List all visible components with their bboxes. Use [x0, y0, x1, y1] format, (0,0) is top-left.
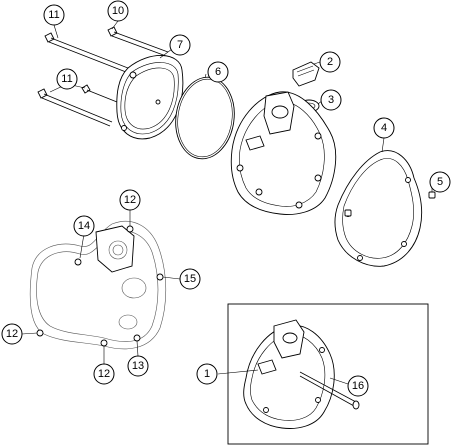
- callout-12-left-label: 12: [6, 328, 18, 340]
- callout-7: 7: [170, 35, 190, 55]
- filler-cap-2: [293, 62, 319, 86]
- callout-10: 10: [108, 1, 128, 21]
- callout-12-bottom-label: 12: [98, 368, 110, 380]
- callout-13: 13: [128, 356, 148, 376]
- bolt-11-lower-b: [82, 85, 122, 104]
- callout-1-label: 1: [204, 368, 210, 380]
- callout-4: 4: [374, 118, 394, 138]
- callout-7-label: 7: [177, 39, 183, 51]
- callout-5: 5: [430, 172, 450, 192]
- callout-14: 14: [74, 216, 94, 236]
- callout-11-middle-label: 11: [61, 73, 72, 85]
- callout-11-top: 11: [44, 5, 64, 25]
- callout-5-label: 5: [437, 176, 443, 188]
- callout-16-label: 16: [352, 380, 364, 392]
- callout-1: 1: [197, 364, 217, 384]
- callout-12-left: 12: [2, 324, 22, 344]
- bolt-10: [108, 27, 168, 56]
- callout-12-bottom: 12: [94, 364, 114, 384]
- gasket-4: [335, 151, 422, 267]
- callout-11-middle: 11: [57, 69, 77, 89]
- callout-14-label: 14: [78, 220, 90, 232]
- clutch-cover-upper: [231, 92, 335, 215]
- callout-4-label: 4: [381, 122, 387, 134]
- callout-11-top-label: 11: [48, 9, 59, 21]
- callout-3-label: 3: [328, 94, 334, 106]
- callout-10-label: 10: [112, 5, 124, 17]
- engine-case-lower: [30, 221, 166, 349]
- clutch-cover-assembly-1: [244, 320, 335, 428]
- callout-3: 3: [321, 90, 341, 110]
- bolt-11-lower-a: [38, 89, 112, 126]
- callout-15: 15: [180, 269, 200, 289]
- callout-6-label: 6: [215, 66, 221, 78]
- callout-16: 16: [348, 376, 368, 396]
- outer-cover-7: [117, 55, 183, 138]
- callout-15-label: 15: [184, 273, 196, 285]
- callout-12-top: 12: [120, 190, 140, 210]
- callout-6: 6: [208, 62, 228, 82]
- bolt-11-upper: [45, 33, 128, 72]
- callout-13-label: 13: [132, 360, 144, 372]
- callout-12-top-label: 12: [124, 194, 136, 206]
- callout-2: 2: [320, 52, 340, 72]
- callout-2-label: 2: [327, 56, 333, 68]
